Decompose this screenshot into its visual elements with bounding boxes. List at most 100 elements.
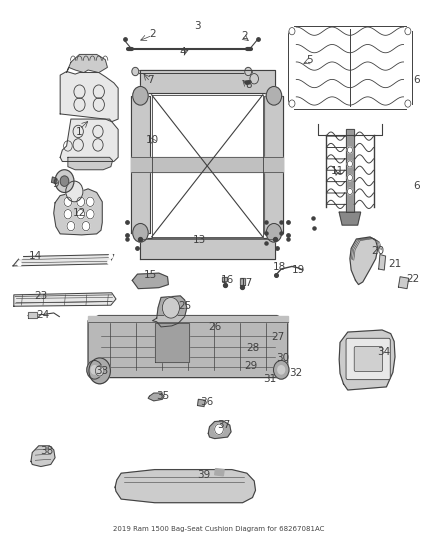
Circle shape <box>66 181 83 202</box>
Text: 4: 4 <box>179 47 186 57</box>
Text: 36: 36 <box>200 398 214 407</box>
Text: 10: 10 <box>146 135 159 145</box>
Polygon shape <box>208 421 231 439</box>
Text: 7: 7 <box>147 75 154 85</box>
Circle shape <box>89 358 110 384</box>
Text: 18: 18 <box>272 262 286 272</box>
Polygon shape <box>88 316 288 322</box>
Text: 23: 23 <box>34 291 47 301</box>
Circle shape <box>162 297 180 318</box>
Circle shape <box>289 28 295 35</box>
Text: 9: 9 <box>53 179 59 189</box>
Polygon shape <box>60 71 118 122</box>
Circle shape <box>55 169 74 192</box>
Polygon shape <box>52 177 57 184</box>
Polygon shape <box>131 157 283 172</box>
Text: 27: 27 <box>272 332 285 342</box>
Text: 24: 24 <box>36 310 49 319</box>
Polygon shape <box>155 324 189 362</box>
Circle shape <box>133 223 148 242</box>
Text: 8: 8 <box>246 80 252 91</box>
Point <box>263 239 270 247</box>
Polygon shape <box>223 277 227 281</box>
Text: 16: 16 <box>221 276 234 285</box>
Text: 35: 35 <box>156 391 169 401</box>
Text: 12: 12 <box>73 208 86 218</box>
Polygon shape <box>31 446 55 466</box>
Circle shape <box>215 424 223 434</box>
Circle shape <box>405 28 411 35</box>
Circle shape <box>64 197 72 206</box>
Circle shape <box>108 260 111 264</box>
Point <box>245 78 252 86</box>
Polygon shape <box>140 70 275 93</box>
Text: 34: 34 <box>378 347 391 357</box>
Polygon shape <box>152 95 263 237</box>
Point <box>278 229 285 237</box>
Circle shape <box>82 221 90 231</box>
Text: 6: 6 <box>413 75 420 85</box>
Text: 37: 37 <box>217 420 230 430</box>
Polygon shape <box>13 255 114 266</box>
Point <box>123 235 130 243</box>
Text: 13: 13 <box>193 235 206 245</box>
Text: 29: 29 <box>244 361 258 371</box>
Circle shape <box>86 197 94 206</box>
Point <box>123 218 130 227</box>
Polygon shape <box>140 238 275 259</box>
Polygon shape <box>379 255 385 270</box>
Point <box>263 218 270 227</box>
Point <box>121 35 128 44</box>
Point <box>311 223 318 232</box>
Circle shape <box>77 197 85 206</box>
Text: 26: 26 <box>208 322 221 332</box>
FancyBboxPatch shape <box>346 338 390 379</box>
Polygon shape <box>14 293 116 306</box>
Point <box>310 214 317 223</box>
Text: 15: 15 <box>144 270 157 280</box>
Circle shape <box>77 209 85 219</box>
Circle shape <box>250 74 258 84</box>
Point <box>273 244 280 253</box>
Text: 33: 33 <box>95 366 109 376</box>
Circle shape <box>347 188 353 195</box>
Circle shape <box>86 209 94 219</box>
Point <box>242 78 249 86</box>
Text: 38: 38 <box>40 446 53 456</box>
Circle shape <box>266 86 282 105</box>
Circle shape <box>405 100 411 107</box>
Text: 3: 3 <box>194 21 201 31</box>
Circle shape <box>64 209 72 219</box>
Circle shape <box>289 100 295 107</box>
Point <box>284 231 291 240</box>
Point <box>239 283 246 292</box>
Text: 19: 19 <box>292 265 305 275</box>
Point <box>221 280 228 289</box>
Polygon shape <box>67 54 107 72</box>
Text: 6: 6 <box>413 181 420 191</box>
Circle shape <box>95 366 104 376</box>
Text: 31: 31 <box>263 374 276 384</box>
Text: 2019 Ram 1500 Bag-Seat Cushion Diagram for 68267081AC: 2019 Ram 1500 Bag-Seat Cushion Diagram f… <box>113 526 325 532</box>
Point <box>271 235 278 243</box>
Polygon shape <box>132 273 168 289</box>
Text: 28: 28 <box>247 343 260 353</box>
Polygon shape <box>264 96 283 233</box>
Circle shape <box>60 176 69 187</box>
Text: 39: 39 <box>198 470 211 480</box>
Text: 20: 20 <box>371 246 385 256</box>
Polygon shape <box>54 189 102 235</box>
Polygon shape <box>339 330 395 390</box>
Polygon shape <box>148 393 164 401</box>
FancyBboxPatch shape <box>354 346 382 372</box>
Circle shape <box>347 175 353 181</box>
Text: 25: 25 <box>178 301 191 311</box>
Circle shape <box>347 147 353 153</box>
Circle shape <box>109 254 113 258</box>
Polygon shape <box>346 130 354 212</box>
Circle shape <box>19 255 22 259</box>
Polygon shape <box>133 70 251 73</box>
Polygon shape <box>68 157 113 169</box>
Polygon shape <box>240 278 245 285</box>
Point <box>278 218 285 227</box>
